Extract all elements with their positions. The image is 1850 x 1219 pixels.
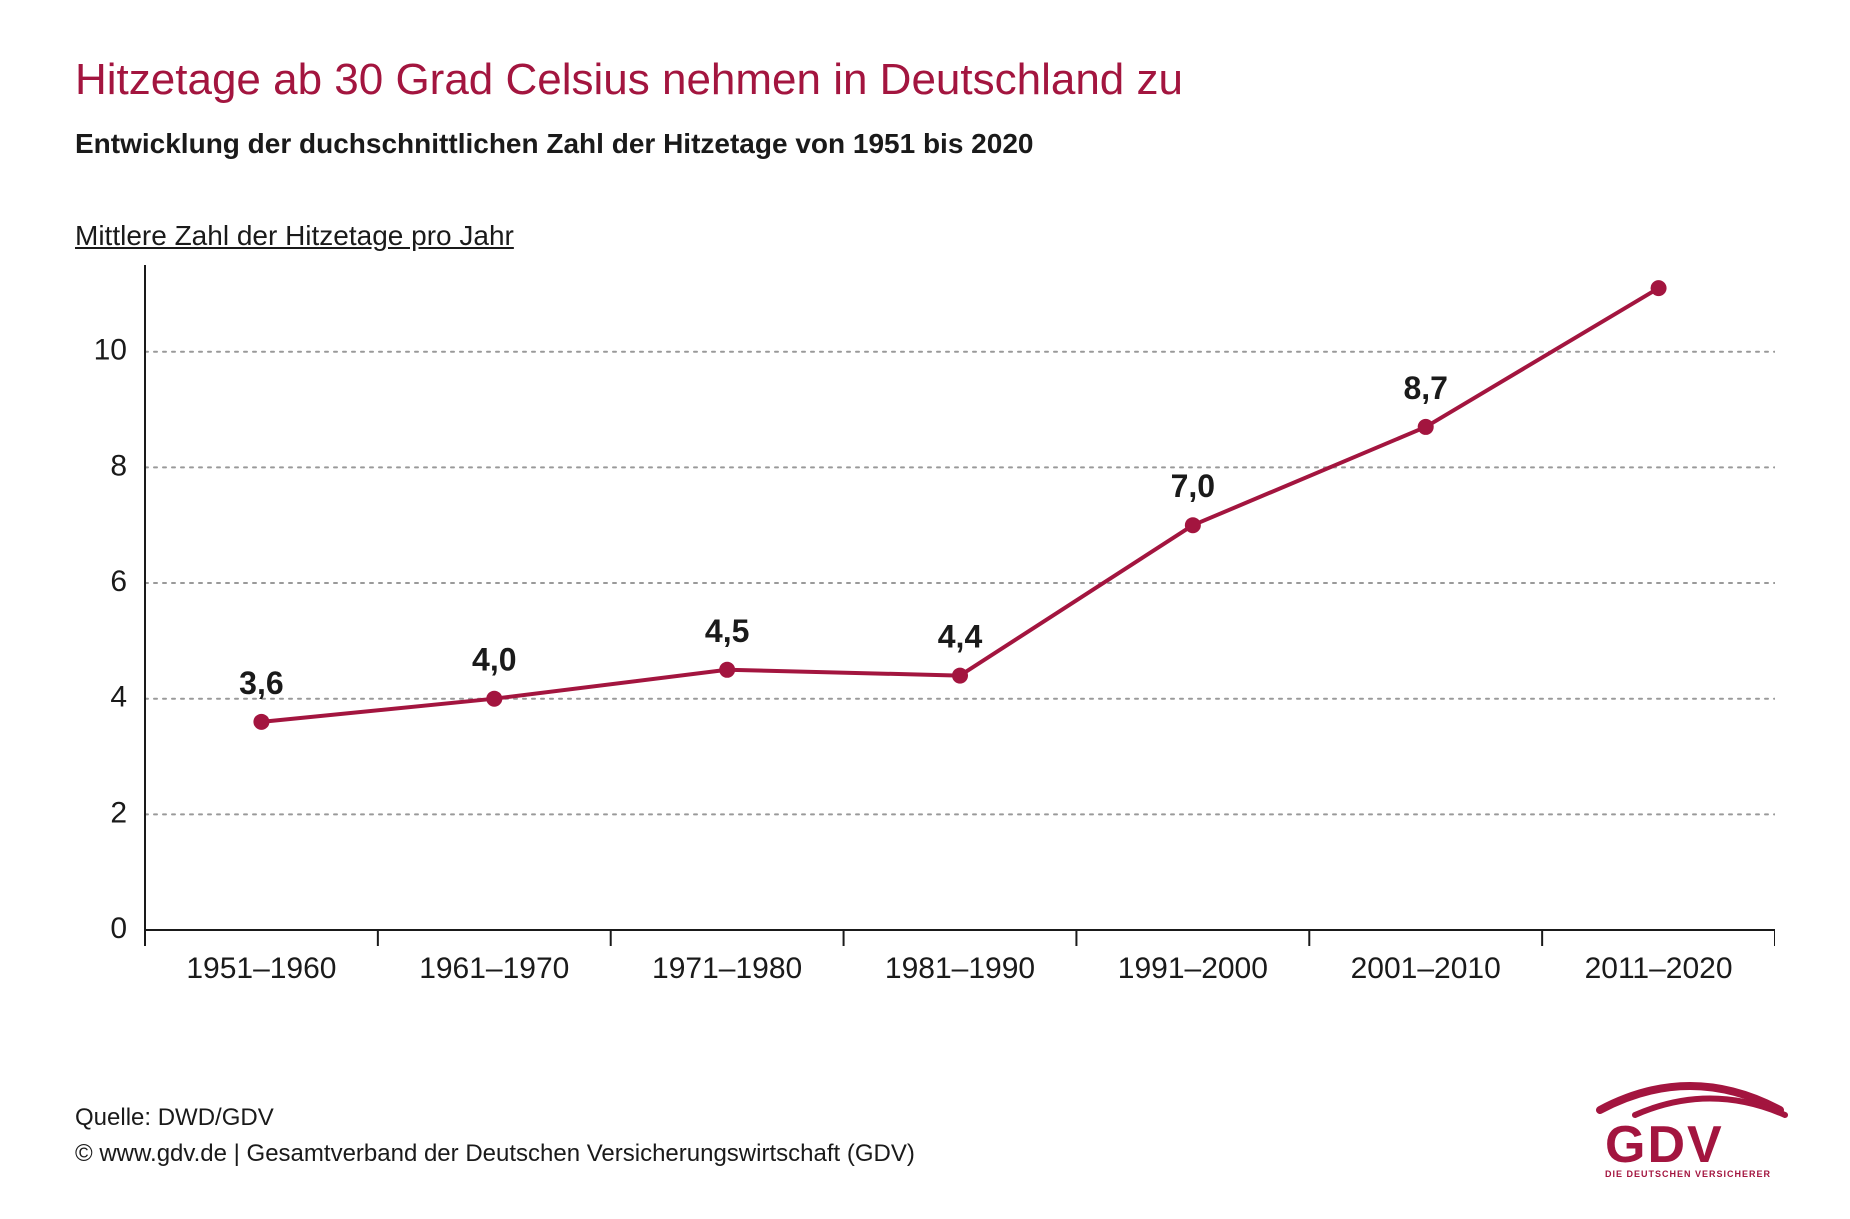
- y-axis-caption: Mittlere Zahl der Hitzetage pro Jahr: [75, 220, 514, 252]
- data-label: 4,4: [938, 619, 983, 655]
- x-tick-label: 2011–2020: [1585, 952, 1733, 985]
- x-tick-label: 1951–1960: [186, 952, 336, 985]
- x-tick-label: 1961–1970: [419, 952, 569, 985]
- line-chart: 0 2 4 6 8 10 1951–1960 1961–1970 1971–1980 1981–1…: [75, 265, 1775, 985]
- footer-source-line: Quelle: DWD/GDV: [75, 1100, 915, 1136]
- chart-footer: Quelle: DWD/GDV © www.gdv.de | Gesamtver…: [75, 1100, 915, 1172]
- y-axis-caption-text: Mittlere Zahl der Hitzetage pro Jahr: [75, 220, 514, 251]
- data-point: [253, 714, 269, 730]
- y-tick-label: 4: [110, 681, 127, 714]
- data-label: 4,5: [705, 613, 749, 649]
- chart-subtitle-text: Entwicklung der duchschnittlichen Zahl d…: [75, 128, 1033, 159]
- gdv-logo: GDVDIE DEUTSCHEN VERSICHERER: [1580, 1080, 1800, 1180]
- footer-copyright-line: © www.gdv.de | Gesamtverband der Deutsch…: [75, 1136, 915, 1172]
- data-label: 4,0: [472, 642, 516, 678]
- y-tick-label: 10: [94, 334, 127, 367]
- data-label: 7,0: [1171, 468, 1215, 504]
- data-label: 8,7: [1403, 370, 1447, 406]
- line-chart-svg: 0 2 4 6 8 10 1951–1960 1961–1970 1971–1980 1981–1…: [75, 265, 1775, 985]
- data-point: [486, 691, 502, 707]
- logo-text: GDV: [1605, 1116, 1724, 1174]
- y-tick-label: 0: [110, 912, 127, 945]
- data-label: 3,6: [239, 665, 283, 701]
- logo-tagline: DIE DEUTSCHEN VERSICHERER: [1605, 1169, 1771, 1179]
- x-tick-label: 1971–1980: [652, 952, 802, 985]
- data-line: [261, 288, 1658, 722]
- data-point: [1418, 419, 1434, 435]
- data-point: [719, 662, 735, 678]
- chart-title-text: Hitzetage ab 30 Grad Celsius nehmen in D…: [75, 55, 1183, 104]
- data-point: [952, 668, 968, 684]
- gdv-logo-svg: GDVDIE DEUTSCHEN VERSICHERER: [1580, 1080, 1800, 1180]
- data-point: [1185, 517, 1201, 533]
- x-tick-label: 2001–2010: [1351, 952, 1501, 985]
- data-point: [1651, 280, 1667, 296]
- y-tick-label: 8: [110, 449, 127, 482]
- x-tick-label: 1981–1990: [885, 952, 1035, 985]
- data-label: 11,1: [1628, 265, 1689, 267]
- y-tick-label: 6: [110, 565, 127, 598]
- y-tick-label: 2: [110, 796, 127, 829]
- chart-subtitle: Entwicklung der duchschnittlichen Zahl d…: [75, 128, 1033, 160]
- x-tick-label: 1991–2000: [1118, 952, 1268, 985]
- chart-title: Hitzetage ab 30 Grad Celsius nehmen in D…: [75, 55, 1183, 105]
